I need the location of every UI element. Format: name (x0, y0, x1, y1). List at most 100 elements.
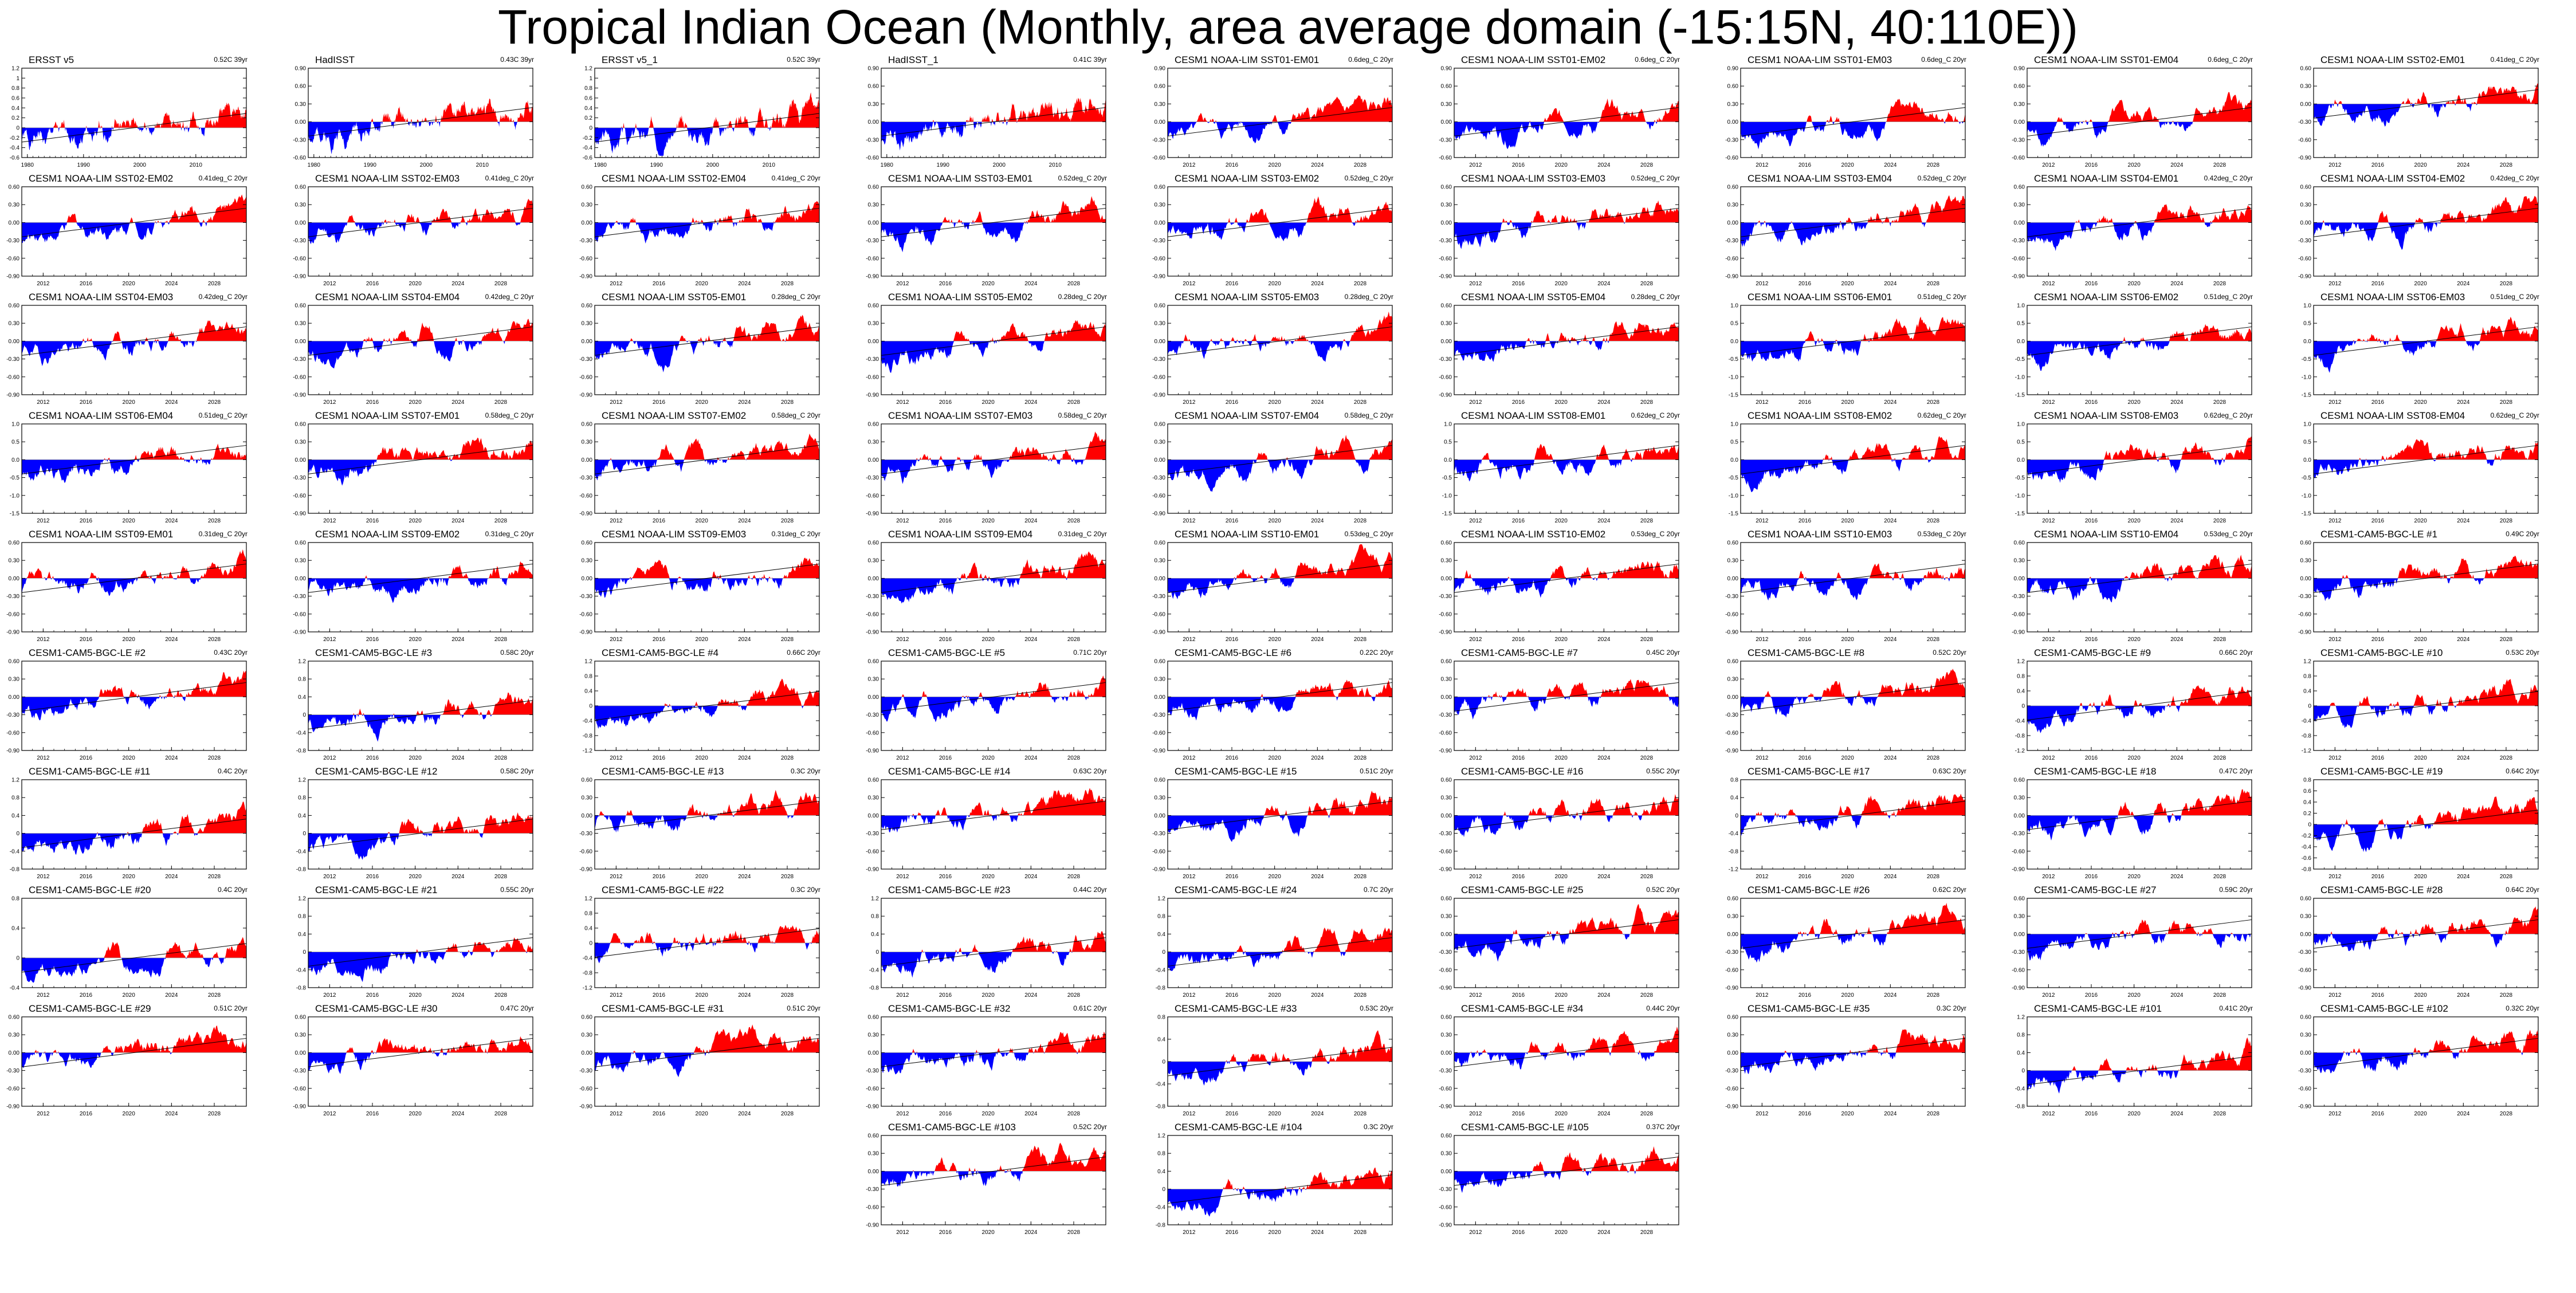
x-tick-label: 2012 (2042, 992, 2055, 999)
y-tick-label: -0.90 (1725, 1104, 1738, 1110)
plot-frame (2313, 186, 2539, 277)
panel-title: CESM1-CAM5-BGC-LE #102 (2320, 1003, 2448, 1014)
y-tick-label: -0.90 (2012, 985, 2025, 992)
y-tick-label: -0.30 (2298, 238, 2311, 244)
x-tick-label: 2012 (1756, 162, 1769, 168)
x-tick-label: 2016 (1226, 874, 1239, 880)
y-tick-label: 0.4 (298, 694, 306, 701)
negative-anomaly-area (595, 815, 819, 833)
chart-panel: CESM1 NOAA-LIM SST02-EM03 0.41deg_C 20yr -… (286, 173, 539, 305)
chart-panel: CESM1 NOAA-LIM SST06-EM01 0.51deg_C 20yr -… (1719, 292, 1971, 423)
chart-panel: CESM1-CAM5-BGC-LE #13 0.3C 20yr -0.90 -0.60… (573, 766, 825, 898)
positive-anomaly-area (2027, 436, 2252, 460)
y-tick-label: -0.60 (1439, 848, 1452, 855)
y-tick-label: 0.30 (295, 1032, 307, 1039)
x-tick-label: 2020 (123, 755, 136, 761)
y-tick-label: 0.00 (582, 220, 593, 226)
x-tick-label: 2028 (2213, 755, 2226, 761)
positive-anomaly-area (2027, 685, 2252, 706)
x-tick-label: 2028 (2213, 1111, 2226, 1117)
y-tick-label: -0.90 (1439, 392, 1452, 399)
x-tick-label: 2012 (1469, 755, 1482, 761)
trend-line (1740, 800, 1966, 830)
x-tick-label: 2012 (1183, 1229, 1196, 1236)
positive-anomaly-area (2314, 195, 2538, 223)
x-tick-label: 2028 (2500, 399, 2513, 406)
x-tick-label: 2024 (165, 399, 178, 406)
x-tick-label: 2016 (653, 992, 666, 999)
x-tick-label: 2012 (896, 874, 909, 880)
y-tick-label: -1.5 (2302, 511, 2312, 517)
x-tick-label: 2012 (1183, 518, 1196, 524)
y-tick-label: -0.60 (2298, 611, 2311, 618)
x-tick-label: 2028 (2213, 162, 2226, 168)
x-tick-label: 2024 (451, 874, 465, 880)
x-tick-label: 2020 (696, 755, 709, 761)
positive-anomaly-area (308, 812, 533, 834)
positive-anomaly-area (308, 319, 533, 341)
y-tick-label: -0.60 (1725, 155, 1738, 162)
y-tick-label: 1.2 (298, 777, 306, 784)
x-tick-label: 2024 (1311, 281, 1324, 287)
y-tick-label: -0.60 (1439, 1086, 1452, 1092)
positive-anomaly-area (2027, 204, 2252, 223)
positive-anomaly-area (595, 678, 819, 706)
trend-line (1740, 563, 1966, 593)
trend-line (2027, 1056, 2252, 1086)
trend-line (1167, 107, 1393, 137)
y-tick-label: 0.00 (1441, 694, 1452, 701)
plot-frame (1740, 423, 1966, 514)
positive-anomaly-area (22, 320, 246, 341)
y-tick-label: -0.90 (6, 630, 19, 636)
y-tick-label: -0.60 (2298, 1086, 2311, 1092)
y-tick-label: 0.60 (868, 422, 879, 428)
negative-anomaly-area (881, 222, 1106, 253)
positive-anomaly-area (1168, 196, 1392, 223)
x-tick-label: 2016 (80, 755, 93, 761)
x-tick-label: 2028 (2500, 636, 2513, 643)
panel-title: CESM1 NOAA-LIM SST02-EM04 (602, 173, 747, 184)
y-tick-label: -0.60 (866, 730, 879, 736)
y-tick-label: -0.90 (579, 630, 592, 636)
trend-line (308, 1037, 533, 1067)
x-tick-label: 2028 (2213, 399, 2226, 406)
trend-line (21, 563, 247, 593)
y-tick-label: 0 (2308, 704, 2311, 710)
trend-line (1740, 1037, 1966, 1067)
y-tick-label: 0.0 (1730, 339, 1738, 345)
x-tick-label: 2020 (409, 518, 422, 524)
y-tick-label: 0.8 (584, 911, 592, 917)
y-tick-label: -0.30 (1725, 949, 1738, 956)
y-tick-label: 0.60 (1441, 1015, 1452, 1021)
panel-title: CESM1 NOAA-LIM SST06-EM03 (2320, 292, 2465, 302)
x-tick-label: 2028 (1067, 518, 1081, 524)
x-tick-label: 2024 (738, 281, 751, 287)
x-tick-label: 2024 (451, 755, 465, 761)
x-tick-label: 2024 (1597, 1111, 1611, 1117)
chart-panel: CESM1 NOAA-LIM SST02-EM01 0.41deg_C 20yr -… (2292, 54, 2544, 186)
plot-frame (21, 68, 247, 158)
x-tick-label: 2012 (896, 281, 909, 287)
x-tick-label: 2012 (1469, 518, 1482, 524)
negative-anomaly-area (308, 578, 533, 603)
x-tick-label: 2024 (2457, 755, 2470, 761)
x-tick-label: 2024 (2170, 636, 2184, 643)
x-tick-label: 2016 (2371, 518, 2385, 524)
y-tick-label: 0.30 (582, 321, 593, 327)
negative-anomaly-area (22, 1052, 246, 1068)
y-tick-label: 0.60 (1727, 184, 1739, 191)
y-tick-label: 0.00 (868, 1169, 879, 1175)
y-tick-label: -0.90 (1152, 392, 1165, 399)
negative-anomaly-area (1454, 222, 1679, 249)
y-tick-label: 0.0 (2303, 457, 2311, 463)
trend-line (1740, 107, 1966, 137)
y-tick-label: 0.00 (1155, 813, 1166, 819)
y-tick-label: 0.30 (1441, 101, 1452, 108)
